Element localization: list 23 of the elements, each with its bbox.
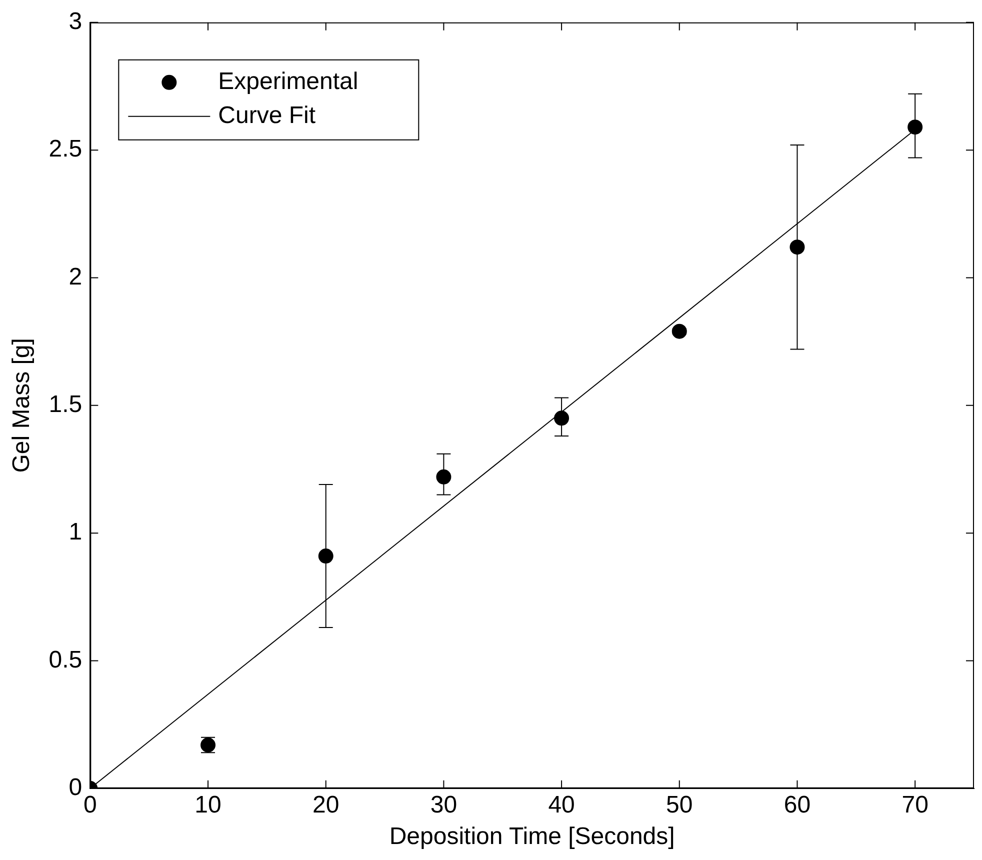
y-tick-label: 1 (68, 518, 82, 546)
x-tick-label: 70 (902, 791, 928, 818)
point (908, 120, 923, 135)
y-tick-label: 1.5 (48, 391, 82, 418)
point (790, 240, 805, 255)
point (436, 469, 452, 484)
legend-label: Experimental (218, 68, 358, 96)
x-tick-label: 20 (312, 791, 340, 818)
y-axis-title: Gel Mass [g] (8, 338, 36, 473)
x-tick-label: 10 (194, 791, 222, 818)
x-tick-label: 50 (666, 791, 693, 818)
y-tick-label: 0 (68, 774, 82, 802)
y-tick-label: 3 (68, 8, 82, 36)
legend-label: Curve Fit (218, 102, 316, 130)
x-tick-label: 60 (784, 791, 811, 818)
point (318, 548, 334, 564)
y-tick-label: 0.5 (48, 646, 82, 674)
x-tick-label: 30 (430, 791, 458, 818)
x-tick-label: 40 (548, 791, 575, 818)
x-axis-title: Deposition Time [Seconds] (389, 823, 675, 850)
point (554, 410, 570, 426)
y-tick-label: 2 (68, 263, 82, 290)
y-tick-label: 2.5 (48, 136, 82, 163)
